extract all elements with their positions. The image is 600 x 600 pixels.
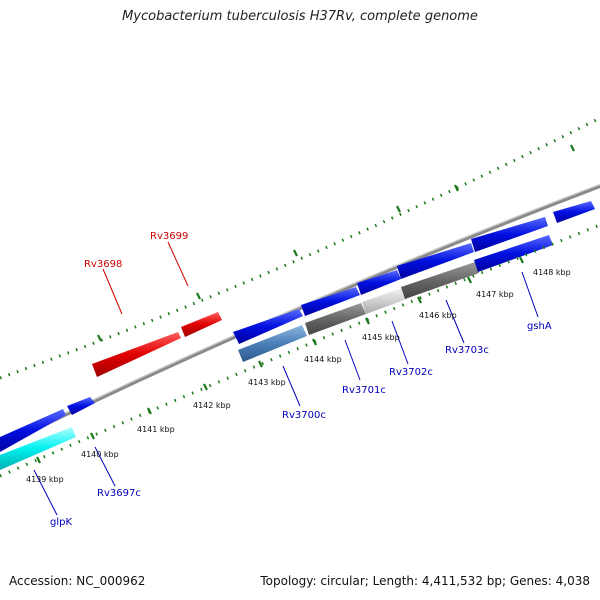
gene-rv3703c xyxy=(401,262,479,299)
kbp-label-4139: 4139 kbp xyxy=(26,475,64,484)
gene-fwd-small-a xyxy=(67,397,95,415)
gene-rv3698 xyxy=(92,332,181,377)
gene-fwd-b xyxy=(233,309,303,344)
outer-major-ticks xyxy=(97,144,575,342)
forward-strand-genes xyxy=(0,201,595,452)
inner-major-ticks xyxy=(36,256,524,464)
gene-rv3699 xyxy=(181,312,222,337)
inner-tick-track xyxy=(0,223,600,478)
kbp-label-4143: 4143 kbp xyxy=(248,378,286,387)
gene-rv3702c xyxy=(362,288,407,314)
gene-label-rv3699: Rv3699 xyxy=(150,231,188,242)
kbp-label-4146: 4146 kbp xyxy=(419,311,457,320)
gene-label-rv3697c: Rv3697c xyxy=(97,488,141,499)
complement-strand-genes xyxy=(0,235,553,470)
gene-fwd-c xyxy=(301,287,360,316)
gene-fwd-e xyxy=(397,243,474,279)
gene-label-rv3701c: Rv3701c xyxy=(342,385,386,396)
kbp-position-labels: 4139 kbp 4140 kbp 4141 kbp 4142 kbp 4143… xyxy=(26,268,571,484)
gene-fwd-f xyxy=(471,217,548,252)
genome-title: Mycobacterium tuberculosis H37Rv, comple… xyxy=(122,9,478,24)
gene-label-rv3702c: Rv3702c xyxy=(389,367,433,378)
gene-name-labels: Rv3698 Rv3699 glpK Rv3697c Rv3700c Rv370… xyxy=(50,231,552,528)
gene-gsha xyxy=(474,235,553,272)
gene-rv3700c xyxy=(238,325,307,362)
gene-label-rv3700c: Rv3700c xyxy=(282,410,326,421)
gene-label-glpk: glpK xyxy=(50,517,72,528)
gene-rv3701c xyxy=(305,303,366,335)
genome-summary-text: Topology: circular; Length: 4,411,532 bp… xyxy=(260,574,590,588)
gene-fwd-d xyxy=(357,270,401,295)
kbp-label-4148: 4148 kbp xyxy=(533,268,571,277)
accession-text: Accession: NC_000962 xyxy=(9,574,146,588)
kbp-label-4141: 4141 kbp xyxy=(137,425,175,434)
gene-label-leaders xyxy=(33,241,539,516)
reverse-strand-genes xyxy=(92,312,222,377)
gene-label-rv3698: Rv3698 xyxy=(84,259,122,270)
kbp-label-4140: 4140 kbp xyxy=(81,450,119,459)
gene-label-rv3703c: Rv3703c xyxy=(445,345,489,356)
gene-glpk xyxy=(0,427,76,470)
gene-glpk-neighbor-fwd xyxy=(0,409,66,452)
kbp-label-4145: 4145 kbp xyxy=(362,333,400,342)
outer-tick-track xyxy=(0,116,600,380)
kbp-label-4142: 4142 kbp xyxy=(193,401,231,410)
outer-tick-dotted-ring xyxy=(0,116,600,380)
kbp-label-4147: 4147 kbp xyxy=(476,290,514,299)
gene-fwd-g xyxy=(553,201,595,223)
gene-label-gsha: gshA xyxy=(527,321,552,332)
kbp-label-4144: 4144 kbp xyxy=(304,355,342,364)
